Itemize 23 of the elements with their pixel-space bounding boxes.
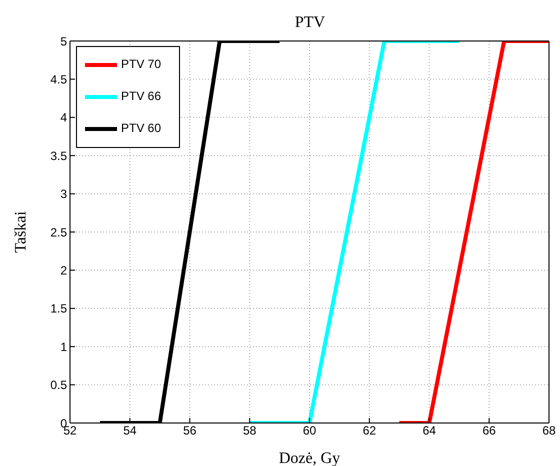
x-tick-label: 66: [482, 424, 496, 438]
y-tick-label: 0.5: [50, 378, 68, 392]
y-tick-label: 3.5: [50, 148, 68, 163]
x-tick-label: 56: [183, 424, 197, 438]
y-tick-label: 4.5: [50, 72, 68, 86]
x-tick-label: 60: [302, 424, 316, 438]
x-tick-label: 62: [362, 424, 376, 438]
x-tick-label: 58: [242, 424, 257, 438]
y-tick-label: 4: [60, 110, 68, 125]
legend-label: PTV 66: [121, 89, 162, 104]
y-tick-label: 2.5: [50, 225, 68, 240]
y-tick-label: 1: [60, 340, 68, 354]
legend-label: PTV 60: [121, 121, 162, 136]
y-tick-label: 1.5: [50, 302, 68, 316]
y-tick-label: 5: [60, 34, 68, 48]
y-tick-label: 3: [60, 187, 68, 202]
y-tick-label: 2: [60, 263, 68, 278]
chart-title: PTV: [294, 14, 326, 32]
x-tick-label: 68: [542, 424, 556, 438]
x-tick-label: 64: [422, 424, 436, 438]
x-tick-label: 54: [123, 424, 137, 438]
legend-label: PTV 70: [121, 57, 162, 72]
y-axis-title: Taškai: [12, 210, 30, 253]
